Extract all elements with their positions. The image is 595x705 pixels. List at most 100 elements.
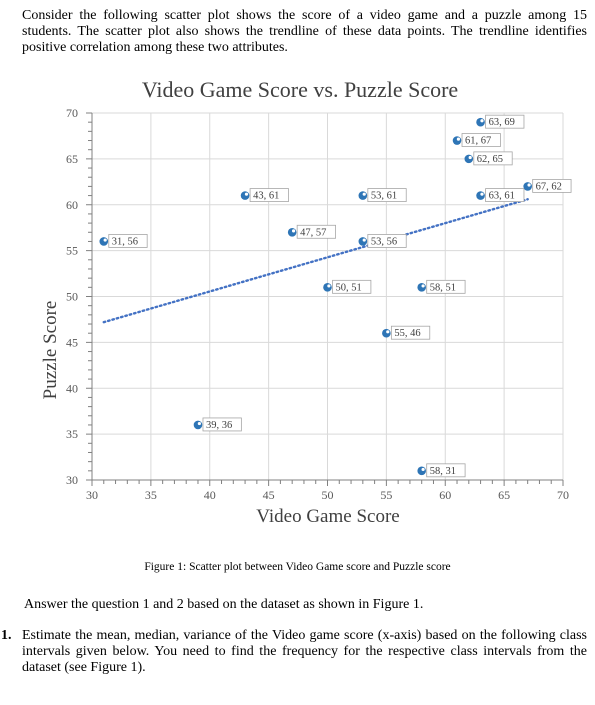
data-label: 58, 51 xyxy=(430,282,456,293)
data-label: 61, 67 xyxy=(465,136,491,147)
point-marker xyxy=(417,466,427,476)
data-point: 53, 61 xyxy=(358,188,407,202)
x-axis-label: Video Game Score xyxy=(256,506,399,527)
point-marker xyxy=(476,117,485,127)
point-marker-highlight xyxy=(327,284,331,288)
data-label-box xyxy=(202,417,242,432)
data-label: 53, 56 xyxy=(371,236,397,247)
data-label: 43, 61 xyxy=(253,191,279,202)
trendline xyxy=(102,198,529,324)
data-label-box xyxy=(485,188,525,202)
point-marker xyxy=(240,191,250,200)
data-point: 43, 61 xyxy=(240,188,289,202)
points-layer: 31, 56 39, 36 43, 61 47, 57 50, 51 53, 61 53, … xyxy=(99,114,572,478)
data-label-box xyxy=(473,151,513,166)
data-point: 31, 56 xyxy=(99,234,148,248)
data-point: 55, 46 xyxy=(382,325,431,340)
point-marker xyxy=(323,283,332,292)
data-label-box xyxy=(332,279,372,294)
x-tick-label: 50 xyxy=(322,488,334,502)
point-marker-highlight xyxy=(468,155,472,160)
x-tick-label: 60 xyxy=(439,488,451,502)
data-label-box xyxy=(296,224,336,239)
intro-paragraph: Consider the following scatter plot show… xyxy=(22,8,587,55)
data-label: 62, 65 xyxy=(477,154,503,165)
data-label: 31, 56 xyxy=(112,236,138,247)
point-marker xyxy=(358,237,368,246)
grid-layer xyxy=(91,112,564,481)
data-label-box xyxy=(426,463,466,478)
y-axis-label: Puzzle Score xyxy=(40,301,61,400)
x-tick-label: 45 xyxy=(263,488,275,502)
point-marker-highlight xyxy=(362,192,366,196)
point-marker xyxy=(452,136,462,145)
answer-instruction: Answer the question 1 and 2 based on the… xyxy=(24,597,424,612)
data-label-box xyxy=(390,325,431,340)
data-label-box xyxy=(532,179,572,193)
data-label: 67, 62 xyxy=(536,181,562,192)
data-label-box xyxy=(485,114,525,129)
data-point: 39, 36 xyxy=(193,417,242,432)
x-tick-label: 40 xyxy=(204,488,216,502)
x-tick-label: 55 xyxy=(380,488,392,502)
axis-layer: 30 35 40 45 50 55 60 65 70 30 35 40 45 50 55 60 65 70 xyxy=(66,106,569,502)
x-tick-label: 65 xyxy=(498,488,510,502)
point-marker xyxy=(476,191,485,200)
data-label-box xyxy=(108,234,148,248)
point-marker xyxy=(287,227,297,237)
point-marker-highlight xyxy=(421,467,425,472)
data-label: 63, 69 xyxy=(489,117,515,128)
point-marker-highlight xyxy=(386,330,390,334)
data-label: 55, 46 xyxy=(394,328,420,339)
data-label: 39, 36 xyxy=(206,420,232,431)
point-marker-highlight xyxy=(103,238,107,242)
x-tick-label: 70 xyxy=(557,488,569,502)
question-number: 1. xyxy=(1,628,12,643)
point-marker-highlight xyxy=(197,421,201,426)
point-marker-highlight xyxy=(480,192,484,196)
figure-caption: Figure 1: Scatter plot between Video Gam… xyxy=(144,561,451,573)
data-point: 67, 62 xyxy=(523,179,572,193)
data-point: 58, 31 xyxy=(417,463,466,478)
data-label-box xyxy=(426,279,466,294)
y-tick-label: 45 xyxy=(66,335,78,349)
data-point: 62, 65 xyxy=(464,151,513,166)
data-label-box xyxy=(249,188,289,202)
y-tick-label: 40 xyxy=(66,381,78,395)
data-label: 50, 51 xyxy=(336,282,362,293)
y-tick-label: 70 xyxy=(66,106,78,120)
x-tick-label: 35 xyxy=(145,488,157,502)
y-tick-label: 50 xyxy=(66,290,78,304)
data-label: 53, 61 xyxy=(371,191,397,202)
y-tick-label: 30 xyxy=(66,473,78,487)
scatter-chart: Video Game Score vs. Puzzle Score 30 35 40… xyxy=(40,77,572,527)
y-tick-label: 65 xyxy=(66,152,78,166)
data-point: 50, 51 xyxy=(323,279,372,294)
point-marker xyxy=(382,328,391,338)
data-label: 47, 57 xyxy=(300,227,326,238)
point-marker-highlight xyxy=(362,238,366,242)
y-tick-label: 35 xyxy=(66,427,78,441)
data-label-box xyxy=(461,133,501,147)
question-text: Estimate the mean, median, variance of t… xyxy=(22,628,587,675)
point-marker-highlight xyxy=(291,229,296,233)
x-tick-label: 30 xyxy=(86,488,98,502)
point-marker-highlight xyxy=(527,183,531,187)
point-marker-highlight xyxy=(456,137,461,141)
data-point: 47, 57 xyxy=(287,224,336,239)
chart-title: Video Game Score vs. Puzzle Score xyxy=(142,77,458,102)
point-marker xyxy=(523,182,532,191)
data-point: 58, 51 xyxy=(417,279,466,294)
data-label-box xyxy=(367,234,407,248)
point-marker xyxy=(417,283,427,292)
data-label-box xyxy=(367,188,407,202)
y-tick-label: 55 xyxy=(66,244,78,258)
point-marker xyxy=(193,420,203,430)
data-label: 63, 61 xyxy=(489,191,515,202)
point-marker-highlight xyxy=(421,284,425,288)
data-point: 63, 61 xyxy=(476,188,525,202)
point-marker-highlight xyxy=(480,119,484,123)
data-point: 61, 67 xyxy=(452,133,501,147)
point-marker xyxy=(358,191,368,200)
data-point: 53, 56 xyxy=(358,234,407,248)
